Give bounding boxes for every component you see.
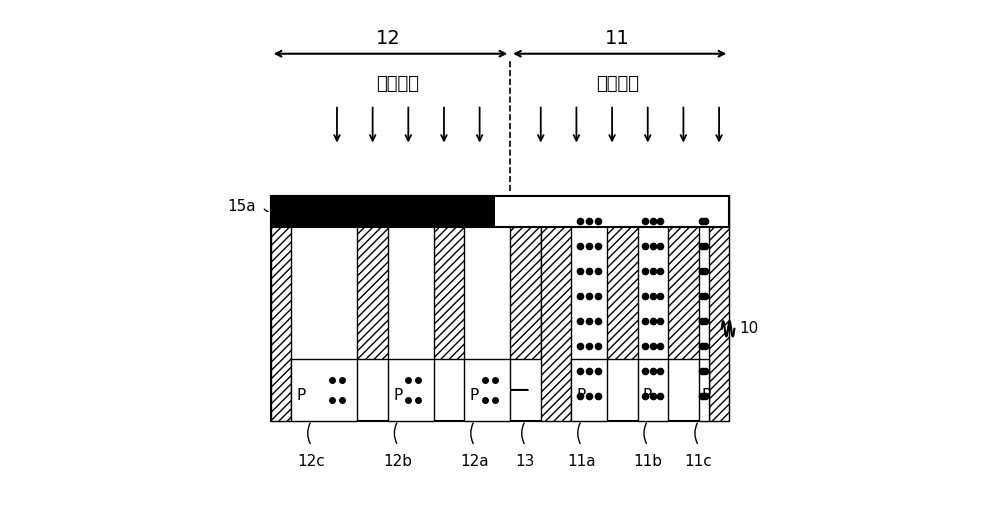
Bar <box>434 196 464 359</box>
Text: 入射光线: 入射光线 <box>596 75 639 93</box>
Text: P: P <box>576 388 586 403</box>
Text: P: P <box>469 388 479 403</box>
Text: 12c: 12c <box>298 454 325 469</box>
Bar <box>638 359 668 421</box>
Text: 10: 10 <box>739 321 759 336</box>
Text: 11: 11 <box>605 29 630 48</box>
Text: P: P <box>393 388 402 403</box>
Text: P: P <box>296 388 305 403</box>
Text: 13: 13 <box>516 454 535 469</box>
Bar <box>271 196 291 421</box>
Text: 12: 12 <box>376 29 400 48</box>
Bar <box>271 196 495 227</box>
FancyArrowPatch shape <box>644 423 646 443</box>
Text: 12b: 12b <box>384 454 413 469</box>
Text: 15a: 15a <box>227 199 255 214</box>
Bar <box>668 196 699 359</box>
Text: P: P <box>701 388 710 403</box>
Bar <box>388 359 434 421</box>
Bar <box>607 196 638 359</box>
Bar <box>357 196 388 359</box>
Text: 11c: 11c <box>685 454 713 469</box>
FancyArrowPatch shape <box>264 209 268 212</box>
FancyArrowPatch shape <box>308 423 310 443</box>
Text: 12a: 12a <box>460 454 489 469</box>
Bar <box>571 359 607 421</box>
Bar <box>291 359 357 421</box>
Bar <box>541 196 571 421</box>
FancyArrowPatch shape <box>394 423 397 443</box>
Text: P: P <box>643 388 652 403</box>
FancyArrowPatch shape <box>471 423 473 443</box>
Bar <box>271 196 729 227</box>
Bar <box>271 196 729 421</box>
Text: 入射光线: 入射光线 <box>377 75 420 93</box>
FancyArrowPatch shape <box>578 423 580 443</box>
FancyArrowPatch shape <box>522 423 524 443</box>
Text: 11b: 11b <box>633 454 662 469</box>
Bar <box>699 359 709 421</box>
Text: 11a: 11a <box>567 454 596 469</box>
FancyArrowPatch shape <box>695 423 697 443</box>
Bar <box>510 196 541 359</box>
Bar <box>464 359 510 421</box>
Bar <box>709 196 729 421</box>
